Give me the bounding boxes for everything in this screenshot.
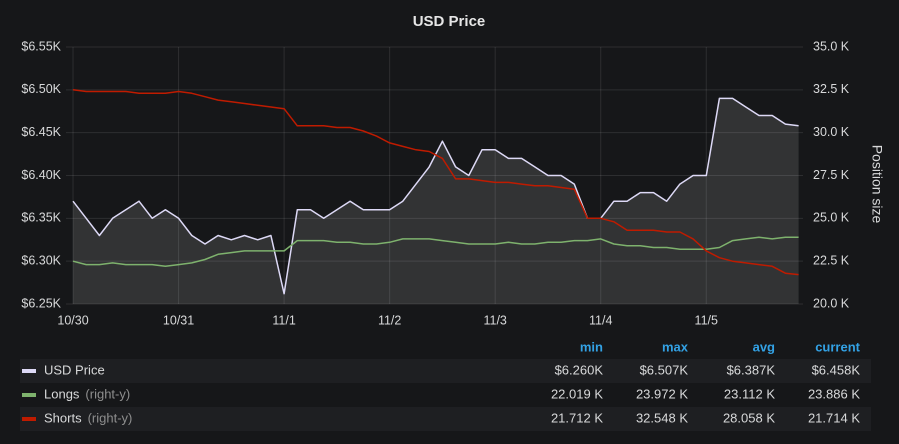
legend-value: 23.972 K [636,386,688,401]
legend-value: 23.886 K [808,386,860,401]
y-tick-label: $6.40K [21,168,61,182]
legend-value: $6.458K [812,362,861,377]
series-line [72,89,799,276]
chart-title: USD Price [413,13,486,30]
legend-value: 32.548 K [636,410,688,425]
series-line [72,236,799,268]
y2-tick-label: 32.5 K [813,82,850,96]
legend-header: min [580,339,603,354]
legend-name: USD Price [44,362,105,377]
y2-tick-label: 35.0 K [813,39,850,53]
y-tick-label: $6.55K [21,39,61,53]
legend-note: (right-y) [88,410,133,425]
series-area [73,98,799,305]
legend-value: 22.019 K [551,386,603,401]
y2-tick-label: 25.0 K [813,211,850,225]
x-tick-label: 10/31 [163,313,194,327]
legend-name: Shorts [44,410,82,425]
x-tick-label: 11/5 [695,313,718,327]
legend-note: (right-y) [85,386,130,401]
legend-value: 21.712 K [551,410,603,425]
legend-value: 28.058 K [723,410,775,425]
legend-row [20,407,871,431]
x-tick-label: 11/3 [483,313,506,327]
y-tick-label: $6.35K [21,211,61,225]
x-tick-label: 11/2 [378,313,401,327]
legend-value: 21.714 K [808,410,860,425]
y-tick-label: $6.25K [21,296,61,310]
y2-tick-label: 20.0 K [813,296,850,310]
y2-tick-label: 27.5 K [813,168,850,182]
y2-axis-label: Position size [869,145,885,224]
legend-value: $6.507K [640,362,689,377]
legend-value: $6.387K [727,362,776,377]
x-tick-label: 11/4 [589,313,612,327]
legend-row [20,359,871,383]
x-tick-label: 11/1 [272,313,295,327]
legend-name: Longs [44,386,80,401]
y-tick-label: $6.45K [21,125,61,139]
y2-tick-label: 22.5 K [813,253,850,267]
legend-header: current [815,339,860,354]
y2-tick-label: 30.0 K [813,125,850,139]
legend-value: 23.112 K [724,386,775,401]
series-line [72,97,799,295]
legend-header: avg [753,339,775,354]
legend-header: max [662,339,689,354]
legend-value: $6.260K [555,362,604,377]
x-tick-label: 10/30 [57,313,88,327]
y-tick-label: $6.30K [21,253,61,267]
y-tick-label: $6.50K [21,82,61,96]
